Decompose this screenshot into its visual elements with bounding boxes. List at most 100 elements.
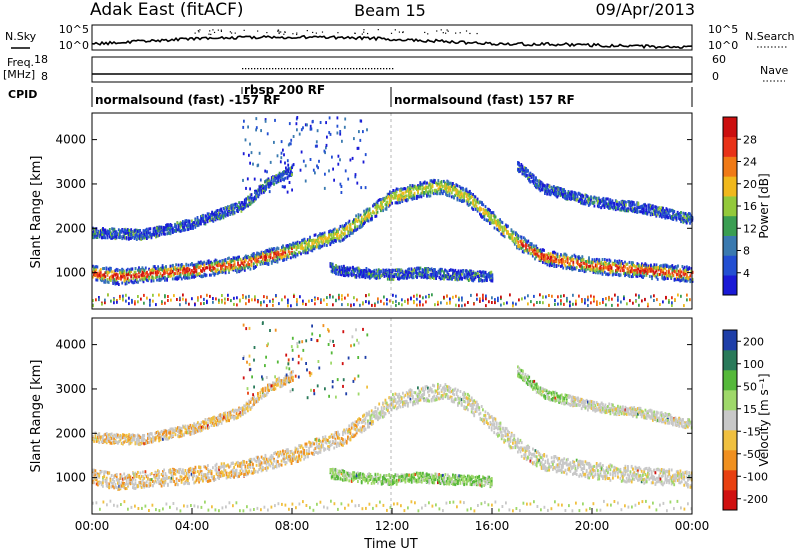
power-cell <box>256 251 258 255</box>
power-cell <box>241 204 244 208</box>
power-cell <box>558 187 561 190</box>
power-cell <box>531 179 534 183</box>
power-cell <box>160 232 163 236</box>
power-cell <box>215 216 218 220</box>
power-cell <box>538 179 541 183</box>
power-cell <box>126 228 129 232</box>
power-cell <box>660 266 662 270</box>
cpid-segment-2: rbsp 200 RF <box>244 83 325 97</box>
power-cell <box>255 197 257 201</box>
power-cell <box>646 211 649 215</box>
power-cell <box>383 274 386 278</box>
power-cell <box>149 268 152 272</box>
power-cell <box>346 267 349 271</box>
power-cell <box>456 273 459 277</box>
power-cell <box>682 217 685 220</box>
nsearch-point <box>266 31 268 34</box>
power-cell <box>664 263 667 267</box>
power-cell <box>574 255 577 259</box>
power-cell <box>613 201 616 205</box>
power-cell <box>587 198 590 202</box>
nave-point <box>248 68 250 70</box>
power-cell <box>639 205 642 209</box>
power-cell <box>302 238 305 242</box>
power-cell <box>224 259 227 263</box>
power-cell <box>592 260 595 264</box>
power-cell <box>237 205 239 209</box>
power-cell <box>92 264 94 268</box>
power-cell <box>623 272 625 276</box>
power-cell <box>641 267 643 270</box>
power-cell <box>295 248 298 251</box>
power-cell <box>220 207 222 211</box>
power-cell <box>243 268 246 272</box>
power-cell <box>585 200 588 204</box>
power-cell <box>569 265 571 268</box>
power-cell <box>653 272 656 276</box>
power-cell <box>538 255 541 259</box>
power-cell <box>290 256 292 260</box>
power-cell <box>299 250 301 254</box>
power-cell <box>476 197 479 201</box>
power-cell <box>240 261 243 265</box>
power-cell <box>435 270 437 274</box>
power-cell <box>531 254 534 258</box>
power-cell <box>108 276 111 280</box>
power-cell <box>259 262 262 266</box>
power-cell <box>278 253 281 257</box>
power-cell <box>454 268 457 272</box>
power-cell <box>175 277 177 281</box>
nsearch-point <box>208 33 210 35</box>
nsearch-point <box>278 31 280 33</box>
power-cell <box>443 275 445 279</box>
power-cell <box>159 267 162 271</box>
power-cell <box>424 268 426 272</box>
power-cell <box>603 258 606 261</box>
power-cell <box>404 187 407 191</box>
power-cell <box>311 239 314 243</box>
power-cell <box>393 192 396 196</box>
power-cell <box>539 182 542 186</box>
power-cell <box>451 275 453 279</box>
power-cell <box>212 217 215 221</box>
power-cell <box>638 274 641 278</box>
power-cell <box>195 221 198 225</box>
power-cell <box>195 263 198 267</box>
nave-point <box>332 68 334 70</box>
power-cell <box>564 196 567 200</box>
power-cell <box>308 248 310 252</box>
power-cell <box>143 236 146 240</box>
power-cell <box>671 271 674 275</box>
nave-point <box>308 68 310 70</box>
power-cell <box>130 228 133 232</box>
power-cell <box>121 275 124 279</box>
nsearch-point <box>398 31 401 33</box>
power-cell <box>210 217 212 221</box>
power-cell <box>563 255 566 259</box>
power-cell <box>602 201 605 205</box>
nsearch-tick-bottom: 10^0 <box>708 39 738 52</box>
power-cell <box>636 206 639 210</box>
power-cell <box>384 207 387 211</box>
power-cell <box>132 276 135 280</box>
power-cell <box>135 231 138 235</box>
power-cell <box>455 271 458 275</box>
power-cell <box>672 274 675 277</box>
power-cell <box>99 231 102 235</box>
power-cell <box>340 234 343 238</box>
power-cell <box>373 202 375 206</box>
power-cell <box>673 277 676 281</box>
power-cell <box>515 241 517 245</box>
power-cell <box>375 205 378 209</box>
power-cell <box>416 196 418 200</box>
power-cell <box>672 210 675 214</box>
power-cell <box>419 271 422 275</box>
power-cell <box>665 215 668 219</box>
power-cell <box>95 235 98 239</box>
power-cell <box>620 266 623 270</box>
power-cell <box>286 172 289 176</box>
power-cell <box>480 208 482 212</box>
power-cell <box>521 167 524 171</box>
power-cell <box>384 268 387 272</box>
power-cell <box>214 214 217 217</box>
